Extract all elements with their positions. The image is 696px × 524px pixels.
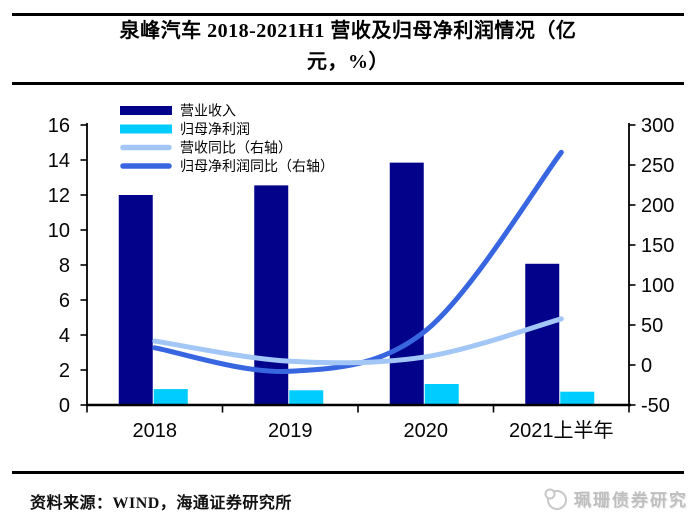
bottom-rule: [12, 471, 684, 474]
lines-layer: [152, 149, 564, 375]
bar-归母净利润-2018: [153, 389, 188, 405]
right-axis-tick-label: 200: [641, 195, 674, 217]
watermark-logo-icon: [544, 488, 567, 510]
right-axis-tick-label: 100: [641, 275, 674, 297]
legend-label-归母净利润: 归母净利润: [180, 121, 250, 137]
x-axis-category-label: 2018: [133, 420, 178, 442]
axis-labels-layer: 0 2 4 6 8 10 12 14 16 -50 0 50 100 150 200 250 300 2018 20…: [48, 115, 675, 442]
watermark: 珮珊债券研究: [543, 486, 688, 511]
left-axis-tick-label: 8: [59, 255, 70, 277]
left-axis-tick-label: 6: [59, 290, 70, 312]
legend-label-营收同比（右轴）: 营收同比（右轴）: [180, 140, 292, 156]
legend-label-营业收入: 营业收入: [180, 103, 236, 119]
left-axis-tick-label: 10: [48, 220, 70, 242]
left-axis-tick-label: 12: [48, 185, 70, 207]
bars-layer: [118, 162, 595, 405]
right-axis-tick-label: 150: [641, 235, 674, 257]
right-axis-tick-label: 0: [641, 355, 652, 377]
left-axis-tick-label: 2: [59, 360, 70, 382]
line-归母净利润同比（右轴）: [152, 149, 564, 375]
bar-归母净利润-2020: [424, 384, 459, 405]
bar-营业收入-2021上半年: [525, 263, 560, 405]
right-axis-tick-label: 300: [641, 115, 674, 137]
bar-归母净利润-2021上半年: [560, 391, 595, 405]
right-axis-tick-label: 50: [641, 315, 663, 337]
watermark-text: 珮珊债券研究: [574, 491, 688, 510]
right-axis-tick-label: -50: [641, 395, 670, 417]
left-axis-tick-label: 4: [59, 325, 70, 347]
legend-label-归母净利润同比（右轴）: 归母净利润同比（右轴）: [180, 158, 334, 174]
legend-swatch-归母净利润: [120, 124, 172, 134]
x-axis-category-label: 2021上半年: [509, 419, 614, 442]
bar-营业收入-2020: [389, 162, 424, 405]
right-axis-tick-label: 250: [641, 155, 674, 177]
x-axis-category-label: 2019: [268, 420, 313, 442]
source-note: 资料来源：WIND，海通证券研究所: [30, 495, 292, 512]
legend-swatch-营业收入: [120, 106, 172, 115]
title-divider-rule: [12, 82, 684, 85]
x-axis-category-label: 2020: [404, 420, 449, 442]
left-axis-tick-label: 16: [48, 115, 70, 137]
line-营收同比（右轴）: [152, 316, 564, 366]
chart-title-line1: 泉峰汽车 2018-2021H1 营收及归母净利润情况（亿: [119, 20, 577, 42]
bar-归母净利润-2019: [289, 390, 324, 405]
top-rule: [12, 13, 684, 16]
left-axis-tick-label: 0: [59, 395, 70, 417]
chart-title: 泉峰汽车 2018-2021H1 营收及归母净利润情况（亿 元，%）: [12, 16, 684, 78]
chart-title-line2: 元，%）: [307, 51, 389, 73]
axes-layer: [80, 123, 636, 413]
left-axis-tick-label: 14: [48, 150, 70, 172]
bar-营业收入-2018: [118, 195, 153, 405]
